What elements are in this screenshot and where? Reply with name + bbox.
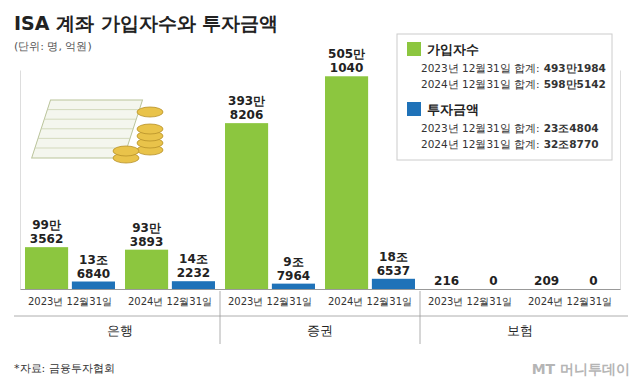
legend-total-value: 493만1984: [544, 62, 606, 74]
paper-line: [47, 109, 139, 110]
x-axis-line: [21, 289, 621, 290]
y2-axis: [620, 71, 621, 290]
data-label: 14조2232: [177, 252, 210, 280]
group-label: 은행: [107, 323, 133, 338]
paper-line: [44, 119, 136, 120]
group-baseline: [14, 316, 628, 317]
title: ISA 계좌 가입자수와 투자금액: [14, 12, 278, 34]
bar: [172, 281, 215, 289]
subtitle: (단위: 명, 억원): [14, 40, 92, 53]
data-label: 0: [489, 274, 497, 288]
y-axis-line: [20, 71, 21, 290]
paper-line: [35, 148, 127, 149]
data-label: 99만3562: [30, 218, 63, 246]
bar: [525, 288, 568, 289]
legend-box: [397, 34, 612, 160]
legend: 가입자수 2023년 12월31일 합계: 493만1984 2024년 12월31일…: [397, 34, 612, 160]
x-tick: 2024년 12월31일: [128, 296, 212, 307]
legend-swatch: [407, 102, 421, 116]
bar: [272, 284, 315, 289]
data-label: 9조7964: [277, 255, 310, 283]
y-axis: [20, 71, 21, 290]
legend-label: 투자금액: [427, 102, 479, 117]
x-tick-label: 2023년 12월31일: [428, 296, 512, 307]
legend-label: 가입자수: [427, 42, 479, 57]
legend-total: 2023년 12월31일 합계: 23조4804: [421, 122, 599, 134]
coin: [137, 107, 163, 117]
y2-axis-line: [620, 71, 621, 290]
x-tick: 2023년 12월31일: [28, 296, 112, 307]
x-tick: 2024년 12월31일: [528, 296, 612, 307]
legend-total-value: 23조4804: [544, 122, 599, 134]
legend-total-text: 2024년 12월31일 합계:: [421, 78, 540, 90]
bar: [572, 289, 615, 290]
paper-line: [38, 138, 130, 139]
chart-svg: ISA 계좌 가입자수와 투자금액 (단위: 명, 억원) 2023년 12월31일…: [0, 0, 640, 386]
x-tick-label: 2023년 12월31일: [28, 296, 112, 307]
data-label: 393만8206: [228, 94, 265, 122]
series-bars: [72, 279, 415, 289]
x-tick: 2024년 12월31일: [328, 296, 412, 307]
chart-root: ISA 계좌 가입자수와 투자금액 (단위: 명, 억원) 2023년 12월31일…: [0, 0, 640, 386]
data-label: 209: [534, 274, 559, 288]
group-divider: [220, 291, 221, 344]
data-label: 13조6840: [77, 253, 110, 281]
group-label: 보험: [507, 323, 533, 338]
coin: [113, 146, 139, 156]
data-label: 93만3893: [130, 221, 163, 249]
bar: [325, 76, 368, 289]
data-labels: 99만3562 93만3893 393만8206 505만1040 216 209 13조6…: [30, 47, 598, 288]
legend-total: 2023년 12월31일 합계: 493만1984: [421, 62, 606, 74]
paper: [32, 100, 143, 158]
legend-total-value: 598만5142: [544, 78, 606, 90]
legend-swatch: [407, 42, 421, 56]
bar: [372, 279, 415, 289]
legend-total: 2024년 12월31일 합계: 32조8770: [421, 138, 599, 150]
paper-line: [41, 128, 133, 129]
bar: [425, 288, 468, 289]
group-label: 증권: [307, 323, 333, 338]
coin: [137, 124, 163, 134]
legend-total-value: 32조8770: [544, 138, 599, 150]
x-tick: 2023년 12월31일: [428, 296, 512, 307]
bar: [225, 123, 268, 289]
bar: [25, 247, 68, 289]
illustration: [32, 100, 163, 163]
legend-total-text: 2024년 12월31일 합계:: [421, 138, 540, 150]
data-label: 18조6537: [377, 250, 410, 278]
x-tick-label: 2024년 12월31일: [528, 296, 612, 307]
bar: [72, 282, 115, 289]
x-tick: 2023년 12월31일: [228, 296, 312, 307]
source: *자료: 금융투자협회: [14, 362, 115, 375]
x-axis: 2023년 12월31일 2024년 12월31일 2023년 12월31일 2024…: [21, 290, 621, 308]
data-label: 216: [434, 274, 459, 288]
data-label: 505만1040: [328, 47, 365, 75]
legend-total-text: 2023년 12월31일 합계:: [421, 122, 540, 134]
x-tick-label: 2023년 12월31일: [228, 296, 312, 307]
data-label: 0: [589, 274, 597, 288]
x-tick-label: 2024년 12월31일: [328, 296, 412, 307]
group-divider: [420, 291, 421, 344]
bar: [472, 289, 515, 290]
legend-total: 2024년 12월31일 합계: 598만5142: [421, 78, 606, 90]
legend-total-text: 2023년 12월31일 합계:: [421, 62, 540, 74]
credit: MT 머니투데이: [532, 361, 630, 377]
bar: [125, 250, 168, 289]
x-tick-label: 2024년 12월31일: [128, 296, 212, 307]
